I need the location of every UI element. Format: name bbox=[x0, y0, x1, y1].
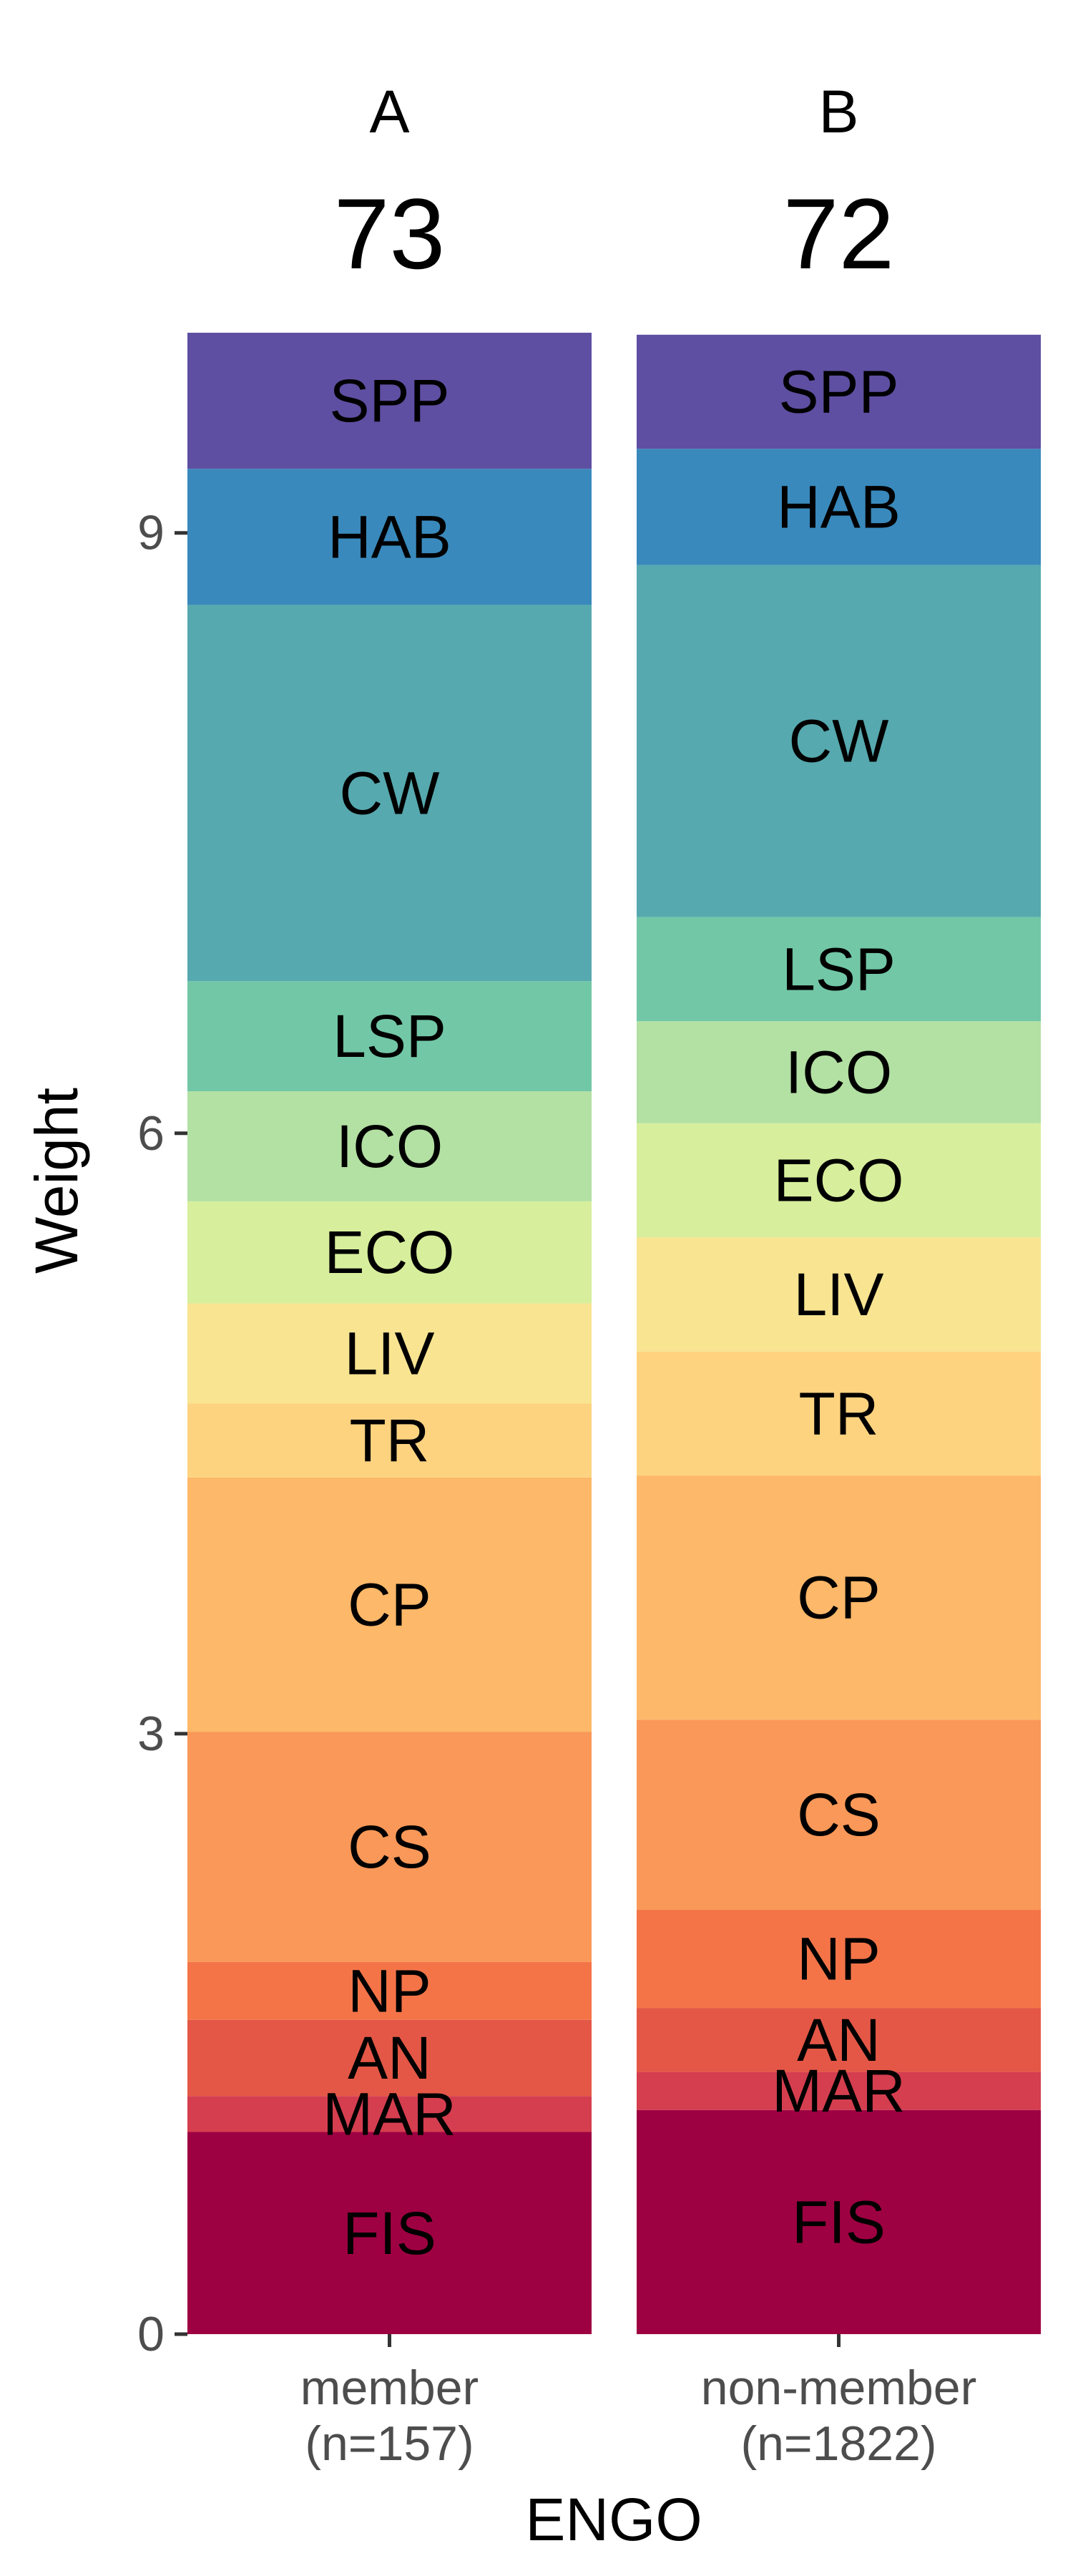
y-tick-label-3: 9 bbox=[137, 506, 165, 560]
y-axis: 0 3 6 9 bbox=[137, 506, 187, 2361]
bar-segment-np-1 bbox=[637, 1910, 1041, 2009]
segment-label-mar-1: MAR bbox=[772, 2057, 906, 2124]
bar-segment-tr-1 bbox=[637, 1351, 1041, 1476]
bar-segment-lsp-1 bbox=[637, 917, 1041, 1022]
bar-segment-cs-0 bbox=[187, 1732, 592, 1962]
bar-segment-eco-1 bbox=[637, 1123, 1041, 1238]
segment-label-lsp-1: LSP bbox=[782, 935, 896, 1002]
segment-label-hab-1: HAB bbox=[777, 473, 901, 540]
segment-labels: FISMARANNPCSCPTRLIVECOICOLSPCWHABSPPFISM… bbox=[323, 358, 906, 2267]
bar-segment-liv-1 bbox=[637, 1237, 1041, 1352]
segment-label-spp-1: SPP bbox=[778, 358, 898, 426]
bar-segment-hab-1 bbox=[637, 449, 1041, 565]
bar-segment-liv-0 bbox=[187, 1303, 592, 1404]
segment-label-ico-0: ICO bbox=[336, 1113, 443, 1180]
x-tick-label-1: non-member bbox=[701, 2361, 977, 2415]
bar-segment-mar-0 bbox=[187, 2096, 592, 2132]
panel-score-0: 73 bbox=[334, 177, 446, 290]
segment-label-tr-1: TR bbox=[799, 1380, 879, 1447]
x-axis-title: ENGO bbox=[525, 2486, 702, 2553]
bar-segment-cp-0 bbox=[187, 1477, 592, 1732]
x-axis: member(n=157) non-member(n=1822) bbox=[300, 2334, 976, 2471]
segment-label-cs-1: CS bbox=[797, 1781, 881, 1848]
segment-label-hab-0: HAB bbox=[328, 503, 451, 570]
bar-segment-fis-1 bbox=[637, 2109, 1041, 2334]
y-axis-title: Weight bbox=[23, 1088, 90, 1274]
x-tick-sublabel-0: (n=157) bbox=[305, 2416, 474, 2471]
segment-label-cw-1: CW bbox=[789, 708, 889, 775]
segment-label-liv-1: LIV bbox=[793, 1261, 883, 1328]
panel-letter-1: B bbox=[818, 78, 858, 145]
bars bbox=[187, 333, 1041, 2334]
y-tick-label-0: 0 bbox=[137, 2307, 165, 2361]
segment-label-fis-0: FIS bbox=[343, 2200, 436, 2267]
segment-label-cp-1: CP bbox=[797, 1564, 881, 1631]
segment-label-tr-0: TR bbox=[350, 1407, 430, 1474]
segment-label-eco-0: ECO bbox=[324, 1219, 454, 1286]
bar-segment-np-0 bbox=[187, 1961, 592, 2020]
segment-label-np-1: NP bbox=[797, 1926, 881, 1993]
segment-label-ico-1: ICO bbox=[785, 1038, 892, 1106]
bar-segment-an-0 bbox=[187, 2019, 592, 2097]
bar-segment-cw-0 bbox=[187, 605, 592, 982]
bar-segment-tr-0 bbox=[187, 1403, 592, 1478]
x-tick-label-0: member bbox=[300, 2361, 479, 2415]
segment-label-an-1: AN bbox=[797, 2006, 881, 2074]
segment-label-cp-0: CP bbox=[348, 1571, 431, 1638]
bar-segment-lsp-0 bbox=[187, 981, 592, 1092]
panel-letter-0: A bbox=[369, 78, 409, 145]
bar-segment-hab-0 bbox=[187, 469, 592, 605]
panel-headers: A 73 B 72 bbox=[334, 78, 895, 290]
y-tick-label-1: 3 bbox=[137, 1707, 165, 1761]
segment-label-cw-0: CW bbox=[340, 759, 440, 826]
segment-label-mar-0: MAR bbox=[323, 2080, 456, 2147]
segment-label-liv-0: LIV bbox=[344, 1319, 434, 1387]
bar-segment-mar-1 bbox=[637, 2072, 1041, 2110]
bar-segment-eco-0 bbox=[187, 1201, 592, 1304]
bar-segment-an-1 bbox=[637, 2008, 1041, 2072]
x-tick-sublabel-1: (n=1822) bbox=[740, 2416, 936, 2471]
bar-segment-cp-1 bbox=[637, 1475, 1041, 1720]
segment-label-lsp-0: LSP bbox=[333, 1002, 446, 1070]
bar-segment-spp-1 bbox=[637, 334, 1041, 449]
segment-label-fis-1: FIS bbox=[792, 2188, 886, 2255]
segment-label-spp-0: SPP bbox=[329, 367, 449, 434]
segment-label-np-0: NP bbox=[348, 1957, 431, 2024]
panel-score-1: 72 bbox=[783, 177, 895, 290]
bar-segment-cs-1 bbox=[637, 1719, 1041, 1911]
segment-label-cs-0: CS bbox=[348, 1813, 431, 1880]
segment-label-an-0: AN bbox=[348, 2024, 431, 2092]
y-tick-label-2: 6 bbox=[137, 1106, 165, 1161]
bar-segment-cw-1 bbox=[637, 565, 1041, 917]
bar-segment-spp-0 bbox=[187, 333, 592, 469]
bar-segment-fis-0 bbox=[187, 2132, 592, 2334]
bar-segment-ico-0 bbox=[187, 1091, 592, 1201]
segment-label-eco-1: ECO bbox=[773, 1147, 903, 1214]
bar-segment-ico-1 bbox=[637, 1021, 1041, 1123]
